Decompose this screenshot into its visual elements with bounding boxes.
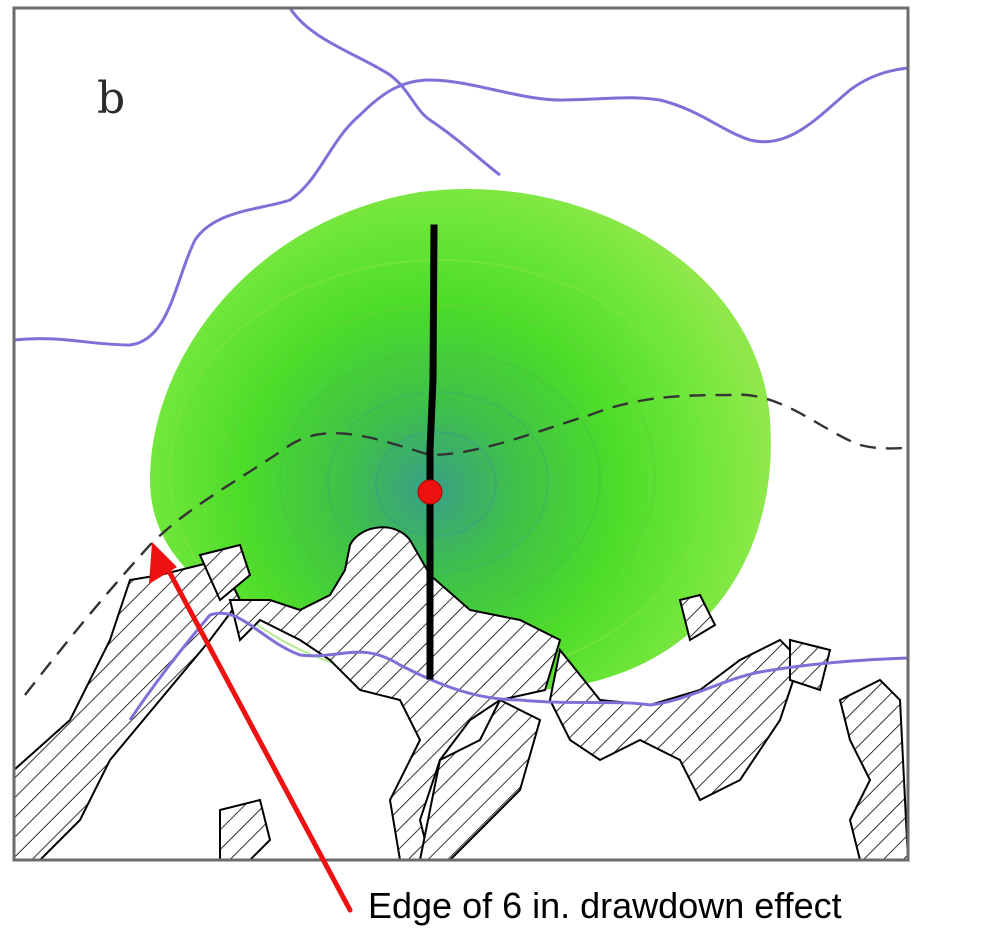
dashed-boundary	[24, 393, 908, 696]
hatched-wetland-areas	[14, 526, 908, 860]
annotation-arrow	[149, 542, 353, 913]
panel-label: b	[97, 73, 125, 124]
drawdown-zone	[150, 188, 771, 690]
annotation-label: Edge of 6 in. drawdown effect	[368, 885, 842, 926]
map-frame	[12, 6, 910, 862]
pumping-well-marker	[417, 479, 443, 505]
rivers	[14, 8, 908, 721]
well-line	[426, 224, 438, 680]
